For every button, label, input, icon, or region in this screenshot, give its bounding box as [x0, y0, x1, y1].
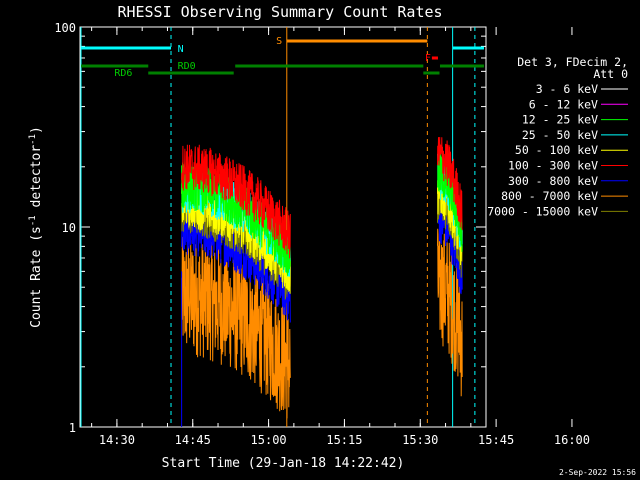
- rd6-label: RD6: [114, 68, 132, 79]
- legend-entry: 25 - 50 keV: [522, 128, 598, 142]
- legend-entry: 6 - 12 keV: [529, 97, 598, 111]
- y-tick-label: 10: [62, 221, 76, 235]
- x-tick-label: 14:30: [99, 433, 135, 447]
- legend-entry: 3 - 6 keV: [536, 82, 598, 96]
- render-timestamp: 2-Sep-2022 15:56: [559, 468, 636, 477]
- legend-header-line1: Det 3, FDecim 2,: [517, 55, 628, 69]
- legend-entry: 12 - 25 keV: [522, 113, 598, 127]
- x-tick-label: 15:15: [326, 433, 362, 447]
- x-tick-label: 14:45: [175, 433, 211, 447]
- y-tick-label: 100: [54, 21, 76, 35]
- data-series-group: [181, 136, 463, 419]
- series-line-800-7000keV: [437, 227, 463, 397]
- rd0-label: RD0: [178, 61, 196, 72]
- legend-entry: 50 - 100 keV: [515, 143, 598, 157]
- x-tick-label: 15:45: [478, 433, 514, 447]
- series-line-100-300keV: [181, 144, 291, 259]
- saa-label: S: [276, 36, 282, 47]
- legend-entry: 300 - 800 keV: [508, 174, 598, 188]
- legend-entry: 100 - 300 keV: [508, 159, 598, 173]
- x-tick-label: 15:00: [251, 433, 287, 447]
- x-tick-label: 16:00: [554, 433, 590, 447]
- x-axis-label: Start Time (29-Jan-18 14:22:42): [162, 456, 405, 471]
- y-axis-label: Count Rate (s-1 detector-1): [28, 126, 44, 328]
- flare-label: F: [425, 53, 431, 64]
- x-tick-label: 15:30: [402, 433, 438, 447]
- y-tick-label: 1: [69, 421, 76, 435]
- legend-header-line2: Att 0: [593, 67, 628, 81]
- series-line-100-300keV: [437, 136, 463, 230]
- night-label: N: [178, 44, 184, 55]
- legend-entry: 7000 - 15000 keV: [487, 204, 598, 218]
- chart-title: RHESSI Observing Summary Count Rates: [117, 3, 442, 21]
- legend-entry: 800 - 7000 keV: [501, 189, 598, 203]
